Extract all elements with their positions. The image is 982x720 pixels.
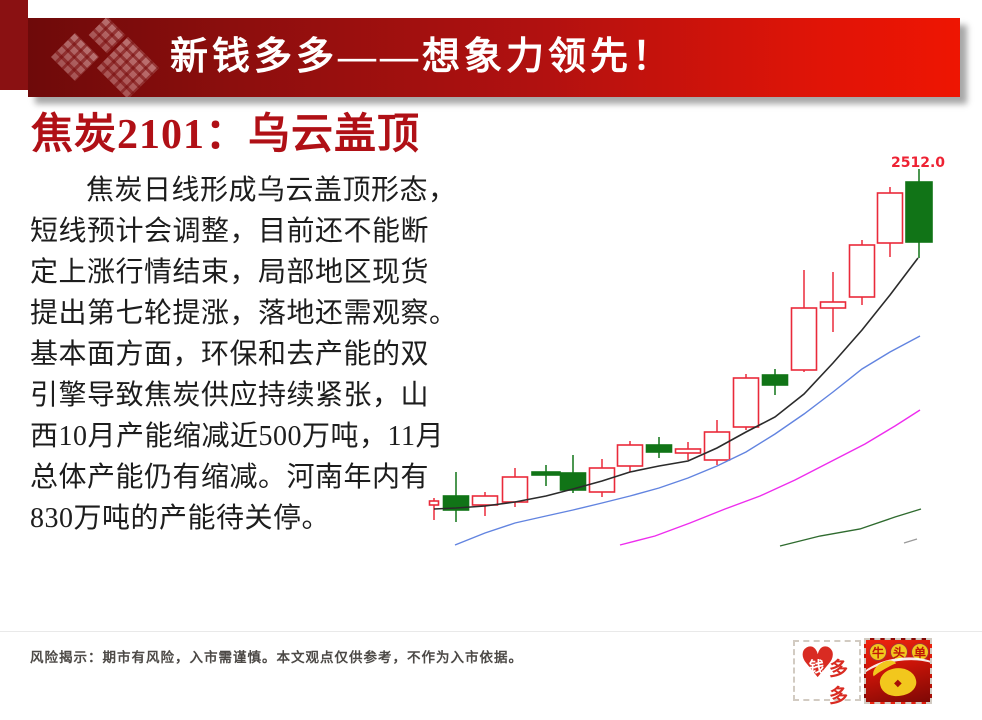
heart-icon: ♥ 钱 <box>799 638 837 687</box>
bull-eye-icon: ◆ <box>894 678 902 689</box>
banner-title: 新钱多多——想象力领先！ <box>170 36 675 78</box>
footer-divider <box>0 631 982 632</box>
header-banner: 新钱多多——想象力领先！ <box>28 18 960 97</box>
page-title: 焦炭2101：乌云盖顶 <box>31 112 421 158</box>
paragraph-line: 830万吨的产能待关停。 <box>30 503 331 534</box>
paragraph-line: 西10月产能缩减近500万吨，11月 <box>30 421 444 452</box>
paragraph-line: 引擎导致焦炭供应持续紧张，山 <box>30 380 430 411</box>
paragraph-line: 短线预计会调整，目前还不能断 <box>30 216 430 247</box>
risk-disclaimer: 风险揭示：期市有风险，入市需谨慎。本文观点仅供参考，不作为入市依据。 <box>30 650 523 665</box>
paragraph-line: 提出第七轮提涨，落地还需观察。 <box>30 298 458 329</box>
paragraph-line: 焦炭日线形成乌云盖顶形态， <box>86 175 457 206</box>
paragraph-line: 总体产能仍有缩减。河南年内有 <box>30 462 430 493</box>
candlestick-chart: 2512.0 <box>428 155 945 547</box>
latest-price-label: 2512.0 <box>891 155 945 171</box>
corner-decor-block <box>0 0 28 90</box>
qianduoduo-label: 多多 <box>829 659 849 707</box>
paragraph-line: 定上涨行情结束，局部地区现货 <box>30 257 430 288</box>
paragraph-line: 基本面方面，环保和去产能的双 <box>30 339 430 370</box>
niutoudan-title: 牛 头 单 <box>869 643 929 661</box>
article-body: 焦炭日线形成乌云盖顶形态， 短线预计会调整，目前还不能断 定上涨行情结束，局部地… <box>30 170 458 539</box>
qianduoduo-logo: ♥ 钱 多多 <box>793 638 861 707</box>
niutoudan-logo: 牛 头 单 ◆ <box>864 638 932 704</box>
diamond-pattern-icon <box>50 32 100 82</box>
